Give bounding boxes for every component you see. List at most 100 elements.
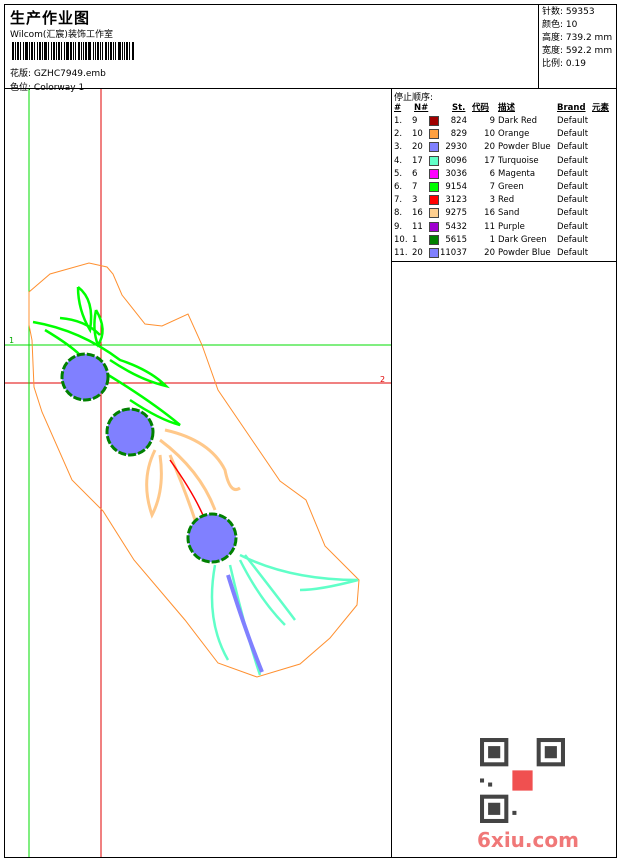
cell-brand: Default — [557, 182, 589, 192]
cell-brand: Default — [557, 129, 589, 140]
barcode-bar — [20, 42, 21, 60]
barcode-bar — [48, 42, 49, 60]
barcode-bar — [75, 42, 76, 60]
seal-icon — [512, 770, 533, 791]
barcode-bar — [88, 42, 91, 60]
color-swatch — [429, 168, 439, 179]
barcode-bar — [110, 42, 112, 60]
design-canvas: 1 2 — [5, 89, 391, 857]
table-row: 2. 10 829 10 Orange Default — [392, 128, 617, 141]
table-row: 5. 6 3036 6 Magenta Default — [392, 168, 617, 181]
design-height: 高度: 739.2 mm — [542, 33, 613, 43]
cell-st: 2930 — [445, 142, 467, 153]
pattern-value: GZHC7949.emb — [33, 69, 106, 79]
header: 生产作业图 Wilcom(汇宸)装饰工作室 花版: GZHC7949.emb 色… — [4, 4, 617, 93]
column-header: Brand — [557, 103, 586, 113]
barcode-bar — [58, 42, 60, 60]
barcode-bar — [70, 42, 72, 60]
stitch-count: 针数: 59353 — [542, 7, 595, 17]
cell-desc: Dark Red — [498, 116, 538, 126]
flower-3 — [186, 512, 238, 564]
table-row: 3. 20 2930 20 Powder Blue Default — [392, 141, 617, 154]
flower-1 — [60, 352, 110, 402]
pattern-name: 花版: GZHC7949.emb — [10, 66, 106, 79]
cell-code: 11 — [484, 221, 495, 232]
table-row: 6. 7 9154 7 Green Default — [392, 181, 617, 194]
cell-st: 9275 — [445, 208, 467, 219]
color-swatch — [429, 234, 439, 245]
cell-idx: 6. — [394, 182, 403, 192]
barcode-bar — [39, 42, 41, 60]
barcode-bar — [113, 42, 114, 60]
design-outline — [28, 262, 360, 678]
column-header: St. — [452, 103, 466, 113]
cell-n: 7 — [412, 182, 418, 192]
cell-brand: Default — [557, 221, 589, 232]
table-header: # N# St. 代码 描述 Brand 元素 — [392, 102, 617, 115]
cell-desc: Green — [498, 182, 524, 192]
barcode-bar — [83, 42, 84, 60]
colorway: 色位: Colorway 1 — [10, 80, 84, 93]
barcode-bar — [61, 42, 62, 60]
barcode-bar — [115, 42, 116, 60]
barcode-bar — [51, 42, 52, 60]
cell-idx: 9. — [394, 221, 403, 232]
barcode-bar — [66, 42, 69, 60]
design-info: 针数: 59353 颜色: 10 高度: 739.2 mm 宽度: 592.2 … — [538, 4, 617, 89]
cell-st: 11037 — [439, 248, 467, 258]
cell-n: 20 — [412, 142, 423, 153]
barcode-bar — [42, 42, 43, 60]
cell-brand: Default — [557, 155, 589, 166]
cell-idx: 4. — [394, 155, 403, 166]
barcode-bar — [64, 42, 65, 60]
cell-desc: Orange — [498, 129, 530, 140]
cell-brand: Default — [557, 142, 589, 153]
color-swatch — [429, 155, 439, 166]
barcode-bar — [15, 42, 16, 60]
barcode-bar — [37, 42, 38, 60]
barcode-bar — [78, 42, 80, 60]
turquoise-leaves — [210, 553, 359, 676]
column-header: # — [394, 103, 402, 113]
cell-st: 5432 — [445, 221, 467, 232]
barcode-bar — [56, 42, 57, 60]
barcode-bar — [108, 42, 109, 60]
cell-idx: 3. — [394, 142, 403, 153]
cell-n: 10 — [412, 129, 423, 140]
cell-n: 11 — [412, 221, 423, 232]
barcode-bar — [122, 42, 123, 60]
cell-brand: Default — [557, 208, 589, 219]
barcode — [12, 42, 134, 60]
barcode-bar — [124, 42, 125, 60]
color-count: 颜色: 10 — [542, 20, 578, 30]
marker-2: 2 — [380, 375, 385, 384]
cell-st: 824 — [450, 116, 467, 126]
table-row: 7. 3 3123 3 Red Default — [392, 194, 617, 207]
cell-code: 3 — [489, 195, 495, 206]
sand-leaves — [145, 428, 241, 521]
cell-st: 8096 — [445, 155, 467, 166]
cell-n: 6 — [412, 168, 418, 179]
cell-n: 3 — [412, 195, 418, 206]
cell-brand: Default — [557, 116, 589, 126]
cell-n: 16 — [412, 208, 423, 219]
cell-desc: Turquoise — [498, 155, 539, 166]
page-frame — [4, 4, 617, 858]
design-scale: 比例: 0.19 — [542, 59, 586, 69]
cell-desc: Powder Blue — [498, 142, 551, 153]
column-header: 元素 — [592, 103, 610, 113]
cell-code: 20 — [484, 142, 495, 153]
cell-idx: 10. — [394, 234, 408, 245]
cell-brand: Default — [557, 234, 589, 245]
barcode-bar — [29, 42, 30, 60]
table-row: 9. 11 5432 11 Purple Default — [392, 221, 617, 234]
color-swatch — [429, 248, 439, 258]
cell-desc: Powder Blue — [498, 248, 551, 258]
cell-desc: Red — [498, 195, 515, 206]
barcode-bar — [81, 42, 82, 60]
barcode-bar — [73, 42, 74, 60]
cell-st: 9154 — [445, 182, 467, 192]
barcode-bar — [129, 42, 130, 60]
powder-blue-stem — [226, 574, 264, 673]
cell-n: 17 — [412, 155, 423, 166]
